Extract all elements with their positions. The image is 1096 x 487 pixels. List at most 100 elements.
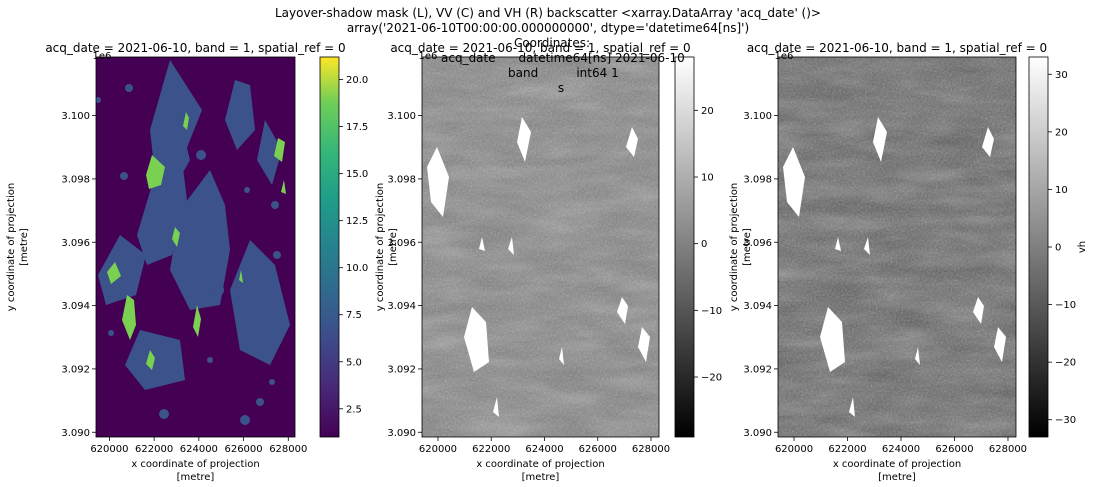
colorbar-tick-label: 0 bbox=[1055, 243, 1061, 254]
x-tick-label: 624000 bbox=[525, 444, 563, 455]
x-tick-label: 626000 bbox=[935, 444, 973, 455]
y-tick-label: 3.096 bbox=[387, 238, 416, 249]
panel-right: 620000 622000 624000 626000 628000 3.090 3.092… bbox=[729, 41, 1088, 483]
x-tick-label: 622000 bbox=[472, 444, 510, 455]
mask-layover-3 bbox=[274, 138, 285, 162]
colorbar-tick-label: 12.5 bbox=[346, 216, 368, 227]
x-axis-label: x coordinate of projection bbox=[833, 459, 961, 470]
nodata-regions bbox=[427, 117, 650, 417]
y-tick-label: 3.094 bbox=[61, 301, 90, 312]
mask-region-7 bbox=[168, 120, 190, 185]
x-tick-label: 626000 bbox=[224, 444, 262, 455]
colorbar-tick-label: −10 bbox=[1055, 300, 1076, 311]
nodata-region-1 bbox=[464, 307, 489, 372]
colorbar-gradient bbox=[319, 56, 340, 438]
y-tick-label: 3.100 bbox=[387, 111, 416, 122]
y-axis-label: y coordinate of projection bbox=[375, 183, 386, 311]
mask-speck-8 bbox=[212, 284, 224, 296]
overlap-text-band: band int64 1 bbox=[508, 66, 619, 80]
mask-speck-15 bbox=[273, 251, 281, 259]
y-tick-label: 3.090 bbox=[387, 428, 416, 439]
colorbar-right: −30 −20 −10 0 10 20 30 vh bbox=[1028, 56, 1088, 438]
colorbar-tick-label: 20.0 bbox=[346, 75, 368, 86]
x-tick-label: 624000 bbox=[180, 444, 218, 455]
mask-regions bbox=[96, 60, 290, 425]
x-axis-unit: [metre] bbox=[177, 472, 215, 483]
mask-speck-6 bbox=[96, 97, 101, 103]
panel-title: acq_date = 2021-06-10, band = 1, spatial… bbox=[747, 41, 1047, 55]
mask-layover-4 bbox=[193, 305, 201, 337]
raster-image-left bbox=[96, 57, 295, 437]
mask-speck-9 bbox=[159, 409, 169, 419]
colorbar-tick-label: −10 bbox=[701, 306, 722, 317]
mask-layover-8 bbox=[172, 227, 180, 247]
y-tick-label: 3.092 bbox=[387, 364, 416, 375]
colorbar-tick-label: 17.5 bbox=[346, 122, 368, 133]
y-axis-label: y coordinate of projection bbox=[729, 183, 740, 311]
mask-layover-1 bbox=[122, 295, 136, 340]
y-tick-label: 3.096 bbox=[743, 238, 772, 249]
mask-speck-3 bbox=[196, 150, 206, 160]
nodata-region-4 bbox=[864, 237, 870, 255]
nodata-region-3 bbox=[982, 127, 994, 157]
suptitle-line-2: array('2021-06-10T00:00:00.000000000', d… bbox=[347, 21, 749, 35]
y-offset-text: 1e6 bbox=[419, 51, 438, 62]
axes-frame bbox=[777, 56, 1017, 438]
mask-region-2 bbox=[98, 235, 146, 305]
axes-frame bbox=[95, 56, 296, 438]
x-tick-label: 628000 bbox=[632, 444, 670, 455]
x-tick-label: 624000 bbox=[882, 444, 920, 455]
y-tick-label: 3.094 bbox=[743, 301, 772, 312]
y-tick-label: 3.098 bbox=[61, 174, 90, 185]
y-tick-label: 3.092 bbox=[61, 364, 90, 375]
raster-image-right bbox=[778, 57, 1016, 437]
nodata-region-0 bbox=[783, 147, 805, 217]
x-tick-label: 620000 bbox=[775, 444, 813, 455]
y-tick-label: 3.100 bbox=[743, 111, 772, 122]
nodata-region-1 bbox=[820, 307, 845, 372]
panel-title: acq_date = 2021-06-10, band = 1, spatial… bbox=[45, 41, 345, 55]
nodata-region-7 bbox=[915, 347, 920, 365]
y-tick-label: 3.090 bbox=[743, 428, 772, 439]
y-axis-unit: [metre] bbox=[388, 228, 399, 266]
nodata-region-4 bbox=[508, 237, 514, 255]
nodata-regions bbox=[783, 117, 1006, 417]
x-tick-label: 626000 bbox=[579, 444, 617, 455]
mask-region-4 bbox=[230, 240, 290, 365]
y-tick-label: 3.096 bbox=[61, 238, 90, 249]
mask-layover-7 bbox=[281, 180, 286, 194]
nodata-region-6 bbox=[638, 327, 650, 362]
nodata-region-5 bbox=[617, 297, 628, 324]
mask-region-3 bbox=[225, 80, 255, 150]
colorbar-tick-label: 20 bbox=[701, 106, 714, 117]
colorbar-tick-label: 10.0 bbox=[346, 263, 368, 274]
panel-left: 620000 622000 624000 626000 628000 3.090 3.092… bbox=[6, 41, 368, 483]
x-tick-label: 620000 bbox=[419, 444, 457, 455]
axes-frame bbox=[421, 56, 660, 438]
x-axis-unit: [metre] bbox=[522, 472, 560, 483]
mask-layover-9 bbox=[239, 270, 243, 283]
colorbar-tick-label: 0 bbox=[701, 239, 707, 250]
nodata-region-9 bbox=[493, 397, 499, 417]
nodata-region-3 bbox=[626, 127, 638, 157]
mask-speck-13 bbox=[240, 415, 250, 425]
raster-image-center bbox=[422, 57, 659, 437]
nodata-region-8 bbox=[479, 237, 485, 251]
y-axis-label: y coordinate of projection bbox=[6, 183, 17, 311]
nodata-region-9 bbox=[849, 397, 855, 417]
suptitle: Layover-shadow mask (L), VV (C) and VH (… bbox=[275, 6, 821, 35]
backscatter-speckle bbox=[422, 57, 659, 437]
colorbar-tick-label: −20 bbox=[701, 373, 722, 384]
nodata-region-2 bbox=[517, 117, 531, 162]
mask-region-6 bbox=[257, 120, 282, 185]
colorbar-tick-label: −20 bbox=[1055, 358, 1076, 369]
colorbar-tick-label: 15.0 bbox=[346, 169, 368, 180]
mask-speck-2 bbox=[178, 110, 184, 116]
colorbar-label: vh bbox=[1077, 241, 1088, 253]
colorbar-center: −20 −10 0 10 20 bbox=[674, 56, 722, 438]
panel-center: 620000 622000 624000 626000 628000 3.090 3.092… bbox=[375, 41, 722, 483]
colorbar-tick-label: 20 bbox=[1055, 127, 1068, 138]
x-tick-label: 620000 bbox=[90, 444, 128, 455]
colorbar-tick-label: 7.5 bbox=[346, 310, 362, 321]
